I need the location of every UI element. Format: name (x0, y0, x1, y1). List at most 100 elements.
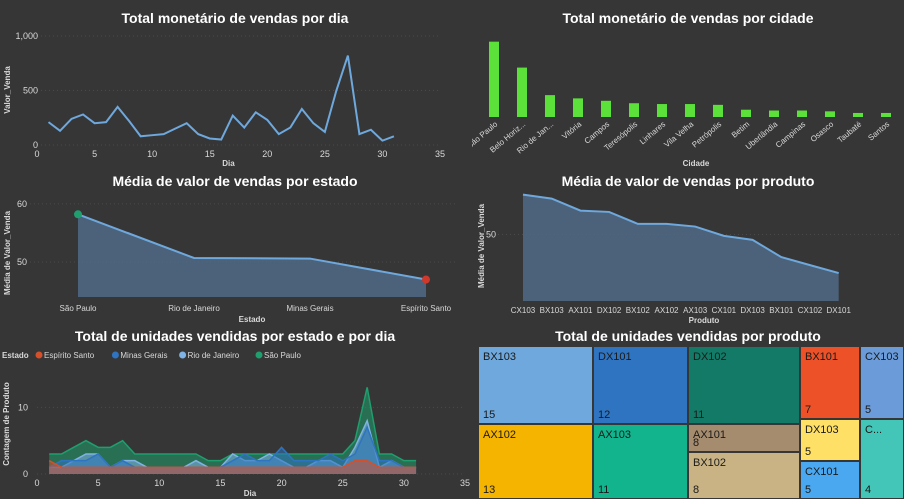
x-axis-label: Produto (689, 316, 720, 325)
x-tick-label: Espírito Santo (401, 304, 452, 313)
line-chart-sales-by-day[interactable]: 0 500 1,000 0 5 10 15 20 25 30 35 Dia Valor_Venda (0, 0, 470, 168)
treemap-tile[interactable]: CX103 5 (860, 346, 904, 419)
x-tick-label: Vila Velha (662, 119, 695, 149)
legend-label: Espírito Santo (44, 351, 95, 360)
chart-title: Total monetário de vendas por cidade (562, 10, 814, 26)
x-tick-label: Osasco (809, 119, 836, 144)
area-fill (78, 214, 426, 297)
treemap-tile[interactable]: BX103 15 (478, 346, 593, 424)
x-axis-label: Estado (239, 315, 266, 324)
x-tick-label: AX103 (683, 306, 708, 315)
treemap-tile[interactable]: AX103 11 (593, 424, 688, 499)
legend-marker (255, 351, 263, 359)
bar (657, 104, 667, 117)
x-tick-label: 30 (399, 478, 409, 488)
treemap-tile-label: AX102 (483, 429, 517, 441)
x-tick-label: Rio de Janeiro (168, 304, 220, 313)
x-tick-label: 0 (34, 478, 39, 488)
x-tick-label: Campinas (774, 120, 807, 150)
x-tick-label: São Paulo (60, 304, 97, 313)
bar (825, 111, 835, 117)
chart-panel-units-by-state-day[interactable]: Total de unidades vendidas por estado e … (0, 326, 470, 499)
treemap-tile-label: AX101 (693, 429, 727, 441)
treemap-units-by-product[interactable]: BX103 15 AX102 13 DX101 12 AX103 11 DX102 11 AX101… (478, 346, 904, 499)
area-chart-avg-by-state[interactable]: 50 60 São Paulo Rio de Janeiro Minas Gerais E… (0, 168, 470, 326)
series-line (77, 213, 427, 281)
y-axis-label: Média de Valor_Venda (477, 203, 486, 288)
x-tick-label: CX101 (712, 306, 737, 315)
treemap-tile-value: 5 (805, 484, 812, 496)
chart-title: Total monetário de vendas por dia (121, 10, 349, 26)
treemap-tile[interactable]: BX102 8 (688, 452, 800, 499)
treemap-tile-label: BX103 (483, 351, 517, 363)
x-tick-label: 10 (147, 149, 157, 159)
treemap-tile[interactable]: DX103 5 (800, 419, 860, 461)
treemap-tile-value: 8 (693, 484, 700, 496)
y-tick-label: 50 (486, 230, 496, 240)
x-tick-label: 15 (215, 478, 225, 488)
chart-title: Total de unidades vendidas por produto (555, 328, 821, 344)
chart-panel-sales-by-day[interactable]: Total monetário de vendas por dia 0 500 1,… (0, 0, 470, 168)
x-tick-label: DX103 (740, 306, 765, 315)
bar (517, 67, 527, 117)
x-tick-label: Betim (730, 119, 752, 139)
treemap-tile-label: CX103 (865, 351, 899, 363)
chart-title: Média de valor de vendas por estado (112, 173, 358, 189)
series-line (48, 459, 417, 469)
treemap-tile[interactable]: C... 4 (860, 419, 904, 499)
series-line (522, 193, 839, 275)
treemap-tile[interactable]: CX101 5 (800, 461, 860, 499)
y-axis-label: Média de Valor_Venda (3, 210, 12, 295)
bar (853, 112, 863, 117)
chart-panel-units-by-product[interactable]: Total de unidades vendidas por produto B… (472, 326, 904, 499)
treemap-tile[interactable]: BX101 7 (800, 346, 860, 419)
x-axis-label: Dia (244, 489, 257, 498)
legend-marker (35, 351, 43, 359)
treemap-tile-value: 5 (865, 404, 872, 416)
area-chart-avg-by-product[interactable]: 50 CX103 BX103 AX101 DX102 BX102 AX102 AX103 CX1… (472, 168, 904, 326)
legend-marker (179, 351, 187, 359)
chart-panel-avg-by-product[interactable]: Média de valor de vendas por produto 50 C… (472, 168, 904, 326)
treemap-tile[interactable]: AX101 8 (688, 424, 800, 452)
bar (545, 95, 555, 117)
y-tick-label: 500 (23, 86, 38, 96)
treemap-tile-value: 11 (598, 484, 610, 496)
x-tick-label: DX101 (826, 306, 851, 315)
treemap-tile[interactable]: DX101 12 (593, 346, 688, 424)
treemap-tile-label: BX102 (693, 457, 727, 469)
treemap-tile-value: 13 (483, 484, 496, 496)
x-tick-label: AX102 (654, 306, 679, 315)
x-tick-label: 35 (460, 478, 470, 488)
x-tick-label: 35 (435, 149, 445, 159)
x-tick-label: 0 (34, 149, 39, 159)
treemap-tile[interactable]: DX102 11 (688, 346, 800, 424)
x-tick-label: Petrópolis (690, 120, 723, 150)
x-tick-label: 5 (92, 149, 97, 159)
y-tick-label: 0 (33, 140, 38, 150)
y-tick-label: 0 (23, 469, 28, 479)
stacked-area-chart-units[interactable]: 0 10 0 5 10 15 20 25 30 35 Dia Contagem de Produto E… (0, 326, 470, 499)
area-fill (523, 194, 839, 301)
x-tick-label: BX102 (626, 306, 651, 315)
treemap-tile-value: 12 (598, 409, 611, 421)
treemap-tile-label: C... (865, 424, 883, 436)
chart-panel-avg-by-state[interactable]: Média de valor de vendas por estado 50 60… (0, 168, 470, 326)
chart-panel-sales-by-city[interactable]: Total monetário de vendas por cidade São… (472, 0, 904, 168)
treemap-tile-value: 15 (483, 409, 496, 421)
bar (573, 98, 583, 117)
bar (881, 112, 891, 117)
bar (769, 110, 779, 117)
x-tick-label: 30 (377, 149, 387, 159)
treemap-tile-value: 7 (805, 404, 812, 416)
x-tick-label: 15 (205, 149, 215, 159)
x-tick-label: DX102 (597, 306, 622, 315)
legend-label: São Paulo (264, 351, 301, 360)
max-marker (74, 210, 82, 219)
x-tick-label: BX103 (540, 306, 565, 315)
treemap-tile-label: DX103 (805, 424, 839, 436)
series-area (49, 427, 417, 474)
treemap-tile[interactable]: AX102 13 (478, 424, 593, 499)
treemap-tile-label: DX101 (598, 351, 632, 363)
x-tick-label: Vitória (560, 119, 583, 141)
